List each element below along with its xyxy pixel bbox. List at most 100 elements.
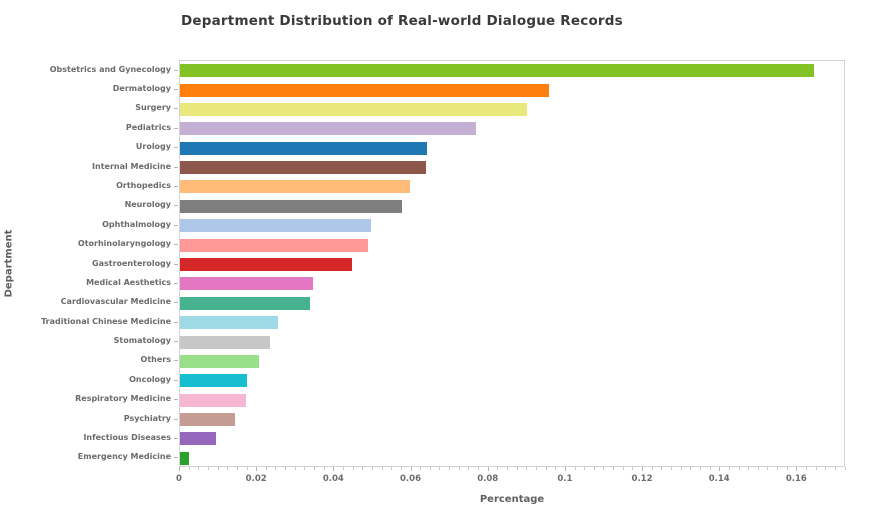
xtick-label-0.1: 0.1 <box>557 474 573 484</box>
plot-area <box>179 60 845 467</box>
x-axis-title: Percentage <box>479 494 545 505</box>
xtick-label-0.06: 0.06 <box>400 474 421 484</box>
xtick-mark-minor <box>651 467 653 470</box>
xtick-mark-minor <box>545 467 547 470</box>
xtick-mark-minor <box>246 467 248 470</box>
ytick-mark <box>174 147 178 149</box>
ytick-mark <box>174 166 178 168</box>
ytick-label-emergency-medicine: Emergency Medicine <box>77 452 171 462</box>
ytick-label-psychiatry: Psychiatry <box>123 413 171 423</box>
ytick-label-orthopedics: Orthopedics <box>116 180 171 190</box>
ytick-mark <box>174 205 178 207</box>
bar-orthopedics <box>180 180 411 194</box>
xtick-mark-minor <box>603 467 605 470</box>
xtick-mark-minor <box>400 467 402 470</box>
ytick-label-urology: Urology <box>135 142 171 152</box>
bar-surgery <box>180 102 527 116</box>
xtick-mark-minor <box>825 467 827 470</box>
bar-otorhinolaryngology <box>180 238 368 252</box>
xtick-mark-minor <box>458 467 460 470</box>
xtick-mark-minor <box>786 467 788 470</box>
ytick-mark <box>174 224 178 226</box>
xtick-mark-minor <box>420 467 422 470</box>
bar-medical-aesthetics <box>180 277 313 291</box>
xtick-mark-minor <box>670 467 672 470</box>
xtick-mark-minor <box>497 467 499 470</box>
ytick-mark <box>174 185 178 187</box>
xtick-mark-major <box>642 467 644 471</box>
xtick-mark-minor <box>285 467 287 470</box>
ytick-mark <box>174 263 178 265</box>
ytick-label-gastroenterology: Gastroenterology <box>92 258 171 268</box>
ytick-label-respiratory-medicine: Respiratory Medicine <box>75 394 171 404</box>
xtick-label-0.16: 0.16 <box>785 474 807 484</box>
xtick-mark-minor <box>844 467 846 470</box>
xtick-mark-major <box>719 467 721 471</box>
xtick-mark-minor <box>429 467 431 470</box>
bar-respiratory-medicine <box>180 393 246 407</box>
ytick-label-infectious-diseases: Infectious Diseases <box>83 432 171 442</box>
xtick-mark-minor <box>314 467 316 470</box>
xtick-mark-minor <box>265 467 267 470</box>
bar-gastroenterology <box>180 258 352 271</box>
xtick-mark-major <box>796 467 798 471</box>
ytick-mark <box>174 360 178 362</box>
xtick-mark-major <box>564 467 566 471</box>
bar-pediatrics <box>180 122 477 136</box>
ytick-mark <box>174 302 178 304</box>
xtick-mark-minor <box>815 467 817 470</box>
bar-infectious-diseases <box>180 432 216 446</box>
xtick-label-0.02: 0.02 <box>245 474 267 484</box>
xtick-mark-minor <box>294 467 296 470</box>
xtick-mark-minor <box>391 467 393 470</box>
xtick-mark-minor <box>342 467 344 470</box>
ytick-mark <box>174 399 178 401</box>
xtick-mark-minor <box>535 467 537 470</box>
ytick-mark <box>174 244 178 246</box>
ytick-mark <box>174 127 178 129</box>
ytick-label-traditional-chinese-medicine: Traditional Chinese Medicine <box>41 316 171 326</box>
bar-neurology <box>180 199 403 213</box>
ytick-mark <box>174 282 178 284</box>
xtick-mark-major <box>410 467 412 471</box>
xtick-mark-minor <box>198 467 200 470</box>
xtick-label-0.12: 0.12 <box>631 474 653 484</box>
bar-others <box>180 354 259 368</box>
bar-stomatology <box>180 335 270 349</box>
xtick-mark-minor <box>526 467 528 470</box>
ytick-mark <box>174 321 178 323</box>
ytick-label-otorhinolaryngology: Otorhinolaryngology <box>77 239 171 249</box>
xtick-label-0.08: 0.08 <box>477 474 499 484</box>
xtick-mark-minor <box>757 467 759 470</box>
xtick-mark-minor <box>613 467 615 470</box>
xtick-mark-minor <box>748 467 750 470</box>
bar-urology <box>180 141 427 155</box>
xtick-mark-minor <box>593 467 595 470</box>
ytick-label-obstetrics-and-gynecology: Obstetrics and Gynecology <box>49 64 171 74</box>
xtick-mark-minor <box>506 467 508 470</box>
xtick-mark-major <box>487 467 489 471</box>
xtick-mark-major <box>333 467 335 471</box>
xtick-mark-minor <box>478 467 480 470</box>
ytick-label-internal-medicine: Internal Medicine <box>92 161 171 171</box>
xtick-mark-minor <box>777 467 779 470</box>
bar-psychiatry <box>180 413 235 427</box>
xtick-mark-minor <box>709 467 711 470</box>
xtick-mark-minor <box>622 467 624 470</box>
xtick-mark-minor <box>304 467 306 470</box>
ytick-label-surgery: Surgery <box>135 103 171 113</box>
ytick-mark <box>174 108 178 110</box>
ytick-label-others: Others <box>140 355 171 365</box>
ytick-label-medical-aesthetics: Medical Aesthetics <box>86 277 171 287</box>
ytick-label-neurology: Neurology <box>124 200 171 210</box>
xtick-mark-minor <box>381 467 383 470</box>
bar-oncology <box>180 374 247 388</box>
ytick-label-cardiovascular-medicine: Cardiovascular Medicine <box>60 297 171 307</box>
xtick-mark-minor <box>834 467 836 470</box>
ytick-label-pediatrics: Pediatrics <box>125 122 171 132</box>
xtick-mark-minor <box>468 467 470 470</box>
xtick-mark-minor <box>699 467 701 470</box>
xtick-mark-minor <box>767 467 769 470</box>
xtick-mark-minor <box>806 467 808 470</box>
